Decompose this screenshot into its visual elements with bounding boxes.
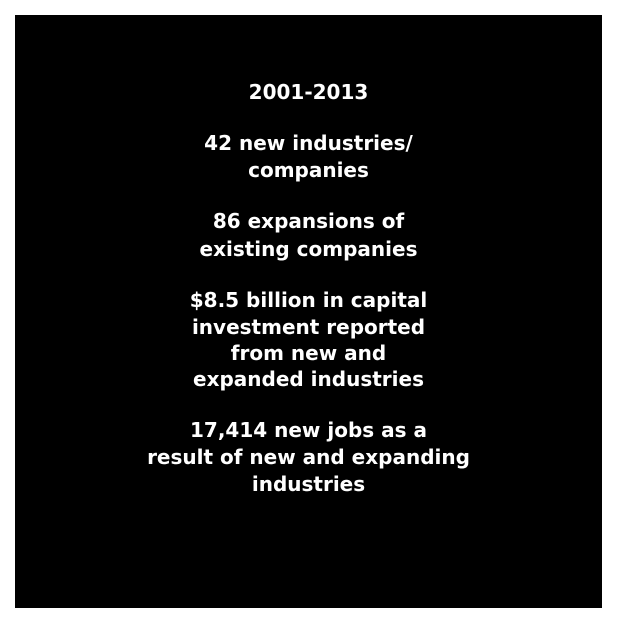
year-range-heading: 2001-2013 [248,80,369,104]
stat-line: companies [248,158,369,182]
stat-line: industries [251,472,366,496]
stat-line: investment reported [191,315,426,339]
stat-line: expanded industries [193,367,424,391]
stat-line: 86 expansions of [212,209,405,233]
stat-line: existing companies [199,237,418,261]
stat-line: from new and [230,341,387,365]
stat-line: 17,414 new jobs as a [189,418,428,442]
stat-line: 42 new industries/ [204,131,413,155]
stat-line: result of new and expanding [147,445,470,469]
stat-line: $8.5 billion in capital [189,288,428,312]
stats-panel: 2001-2013 42 new industries/ companies 8… [15,15,602,608]
